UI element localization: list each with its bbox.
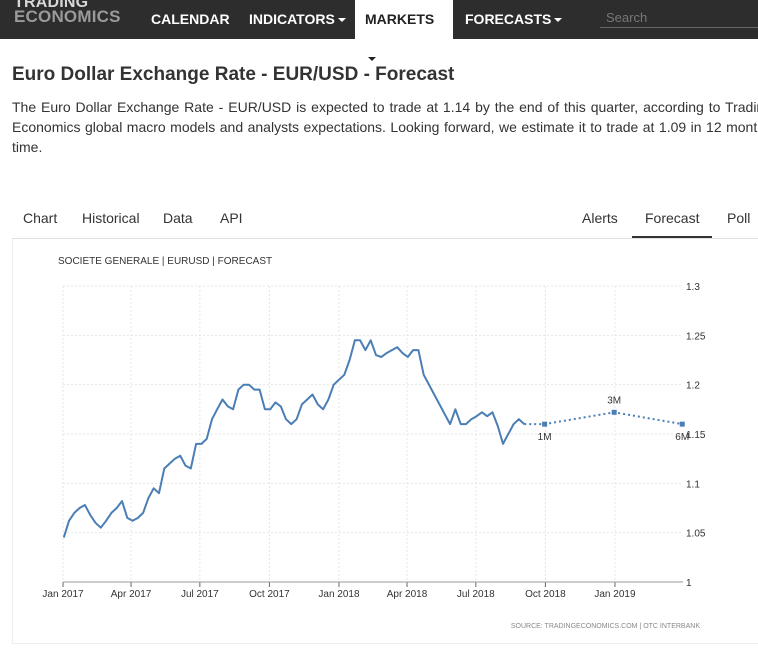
tab-api[interactable]: API [220, 210, 243, 226]
chart-source: SOURCE: TRADINGECONOMICS.COM | OTC INTER… [511, 623, 700, 630]
nav-forecasts-label: FORECASTS [465, 11, 552, 27]
tabs-divider [12, 238, 758, 239]
y-tick-label: 1.2 [686, 381, 700, 392]
logo-line-1: TRADING [14, 0, 89, 11]
tab-data[interactable]: Data [163, 210, 193, 226]
chevron-down-icon [368, 57, 376, 62]
y-tick-label: 1.3 [686, 282, 700, 293]
x-tick-label: Jan 2019 [594, 589, 636, 600]
page-title: Euro Dollar Exchange Rate - EUR/USD - Fo… [12, 64, 455, 85]
forecast-label: 3M [607, 395, 621, 406]
logo-line-2: ECONOMICS [14, 7, 121, 26]
chart-container [12, 239, 758, 644]
trading-economics-logo[interactable]: TRADING ECONOMICS [14, 0, 121, 26]
chart-header: SOCIETE GENERALE | EURUSD | FORECAST [58, 256, 272, 267]
chevron-down-icon [337, 18, 346, 23]
forecast-point [679, 421, 685, 427]
nav-calendar-label: CALENDAR [151, 11, 230, 27]
x-tick-label: Jul 2018 [457, 589, 495, 600]
tab-historical[interactable]: Historical [82, 210, 140, 226]
forecast-point [542, 421, 548, 427]
nav-markets-label: MARKETS [365, 11, 435, 27]
y-tick-label: 1 [686, 578, 692, 589]
forecast-label: 6M [675, 432, 689, 443]
x-tick-label: Oct 2017 [249, 589, 290, 600]
forecast-point [611, 409, 617, 415]
x-tick-label: Oct 2018 [525, 589, 566, 600]
nav-indicators[interactable]: INDICATORS [239, 0, 356, 39]
x-tick-label: Apr 2017 [111, 589, 152, 600]
search-input[interactable] [600, 8, 758, 28]
tab-alerts[interactable]: Alerts [582, 210, 618, 226]
nav-forecasts[interactable]: FORECASTS [455, 0, 572, 39]
top-navigation-bar: TRADING ECONOMICS CALENDAR INDICATORS MA… [0, 0, 758, 62]
x-tick-label: Apr 2018 [387, 589, 428, 600]
forecast-line [524, 411, 683, 426]
y-tick-label: 1.1 [686, 479, 700, 490]
page-description: The Euro Dollar Exchange Rate - EUR/USD … [12, 99, 758, 155]
forecast-label: 1M [538, 432, 552, 443]
y-tick-label: 1.05 [686, 529, 706, 540]
x-tick-label: Jul 2017 [181, 589, 219, 600]
tab-chart[interactable]: Chart [23, 210, 58, 226]
nav-calendar[interactable]: CALENDAR [141, 0, 240, 39]
tab-poll[interactable]: Poll [727, 210, 751, 226]
nav-markets[interactable]: MARKETS [355, 0, 453, 62]
y-tick-label: 1.15 [686, 430, 706, 441]
x-tick-label: Jan 2017 [42, 589, 84, 600]
nav-indicators-label: INDICATORS [249, 11, 335, 27]
x-tick-label: Jan 2018 [318, 589, 360, 600]
tab-forecast[interactable]: Forecast [632, 210, 713, 238]
chevron-down-icon [554, 18, 563, 23]
eurusd-price-line [62, 339, 525, 538]
y-tick-label: 1.25 [686, 331, 706, 342]
